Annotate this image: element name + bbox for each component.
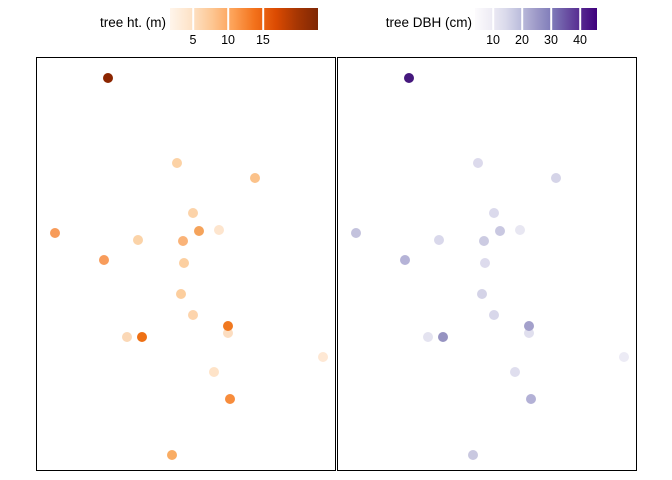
legend-tick-mark	[192, 8, 194, 30]
legend-tick-label: 20	[515, 33, 529, 47]
legend-tick-label: 5	[189, 33, 197, 47]
tree-point	[526, 394, 536, 404]
legend-tick-mark	[550, 8, 552, 30]
tree-point	[515, 225, 525, 235]
tree-point	[179, 258, 189, 268]
tree-point	[172, 158, 182, 168]
legend-tick-mark	[579, 8, 581, 30]
tree-point	[524, 328, 534, 338]
tree-point	[524, 321, 534, 331]
legend-tree-height-title: tree ht. (m)	[99, 15, 166, 30]
tree-point	[468, 450, 478, 460]
tree-point	[473, 158, 483, 168]
tree-point	[214, 225, 224, 235]
tree-point	[489, 310, 499, 320]
legend-tick-label: 40	[573, 33, 587, 47]
legend-tick-label: 30	[544, 33, 558, 47]
tree-point	[99, 255, 109, 265]
tree-point	[225, 394, 235, 404]
legend-tick-mark	[227, 8, 229, 30]
legend-tick-label: 15	[255, 33, 270, 47]
legend-tree-dbh-gradient-bar	[475, 8, 597, 30]
legend-tick-label: 10	[486, 33, 500, 47]
tree-point	[103, 73, 113, 83]
legend-tree-height-tick-labels: 5 10 15	[170, 33, 318, 49]
tree-point	[619, 352, 629, 362]
tree-point	[351, 228, 361, 238]
tree-point	[137, 332, 147, 342]
tree-point	[223, 321, 233, 331]
tree-point	[551, 173, 561, 183]
tree-point	[176, 289, 186, 299]
legend-tree-dbh: tree DBH (cm) 10 20 30 40	[336, 0, 672, 52]
legend-tick-mark	[492, 8, 494, 30]
tree-point	[477, 289, 487, 299]
tree-point	[188, 310, 198, 320]
legend-tree-height-gradient-bar	[170, 8, 318, 30]
panel-tree-dbh	[337, 57, 637, 471]
tree-point	[122, 332, 132, 342]
tree-point	[480, 258, 490, 268]
tree-point	[404, 73, 414, 83]
legend-tick-label: 10	[221, 33, 235, 47]
tree-point	[209, 367, 219, 377]
tree-point	[434, 235, 444, 245]
tree-point	[178, 236, 188, 246]
tree-point	[423, 332, 433, 342]
panel-tree-height	[36, 57, 336, 471]
tree-point	[188, 208, 198, 218]
tree-point	[50, 228, 60, 238]
legend-tick-mark	[262, 8, 264, 30]
legend-tree-dbh-tick-labels: 10 20 30 40	[475, 33, 597, 49]
tree-point	[479, 236, 489, 246]
tree-point	[167, 450, 177, 460]
tree-point	[400, 255, 410, 265]
tree-point	[133, 235, 143, 245]
tree-point	[250, 173, 260, 183]
tree-point	[194, 226, 204, 236]
tree-point	[489, 208, 499, 218]
legend-tree-height: tree ht. (m) 5 10 15	[0, 0, 336, 52]
legend-tick-mark	[521, 8, 523, 30]
tree-point	[223, 328, 233, 338]
legend-tree-dbh-title: tree DBH (cm)	[385, 15, 472, 30]
tree-point	[318, 352, 328, 362]
tree-point	[438, 332, 448, 342]
tree-point	[510, 367, 520, 377]
tree-point	[495, 226, 505, 236]
